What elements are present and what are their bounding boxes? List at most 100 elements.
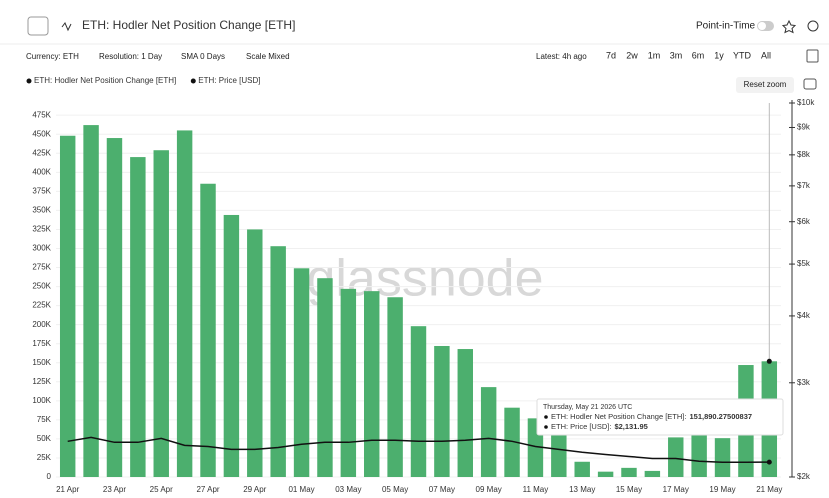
y-tick-label: 175K <box>32 339 51 348</box>
y-tick-label: 375K <box>32 186 51 195</box>
y-tick-label: 275K <box>32 263 51 272</box>
x-tick-label: 21 Apr <box>56 485 79 494</box>
star-button[interactable] <box>781 19 797 34</box>
bar <box>83 125 99 478</box>
x-tick-label: 13 May <box>569 485 595 494</box>
bar <box>714 438 731 477</box>
page-title: ETH: Hodler Net Position Change [ETH] <box>82 18 295 32</box>
y-tick-label: 300K <box>32 244 51 253</box>
range-button[interactable]: YTD <box>733 50 752 60</box>
bar <box>223 214 240 477</box>
y2-tick-label: $4k <box>797 311 811 320</box>
dropdown[interactable]: Resolution: 1 Day <box>99 52 162 61</box>
reset-zoom-button[interactable] <box>736 77 794 93</box>
tooltip-name: ETH: Hodler Net Position Change [ETH]: <box>551 412 686 421</box>
reset-zoom-label: Reset zoom <box>744 80 787 89</box>
share-button[interactable] <box>807 20 819 32</box>
price-line <box>67 436 770 464</box>
range-button[interactable]: 7d <box>606 50 616 60</box>
bar <box>59 135 76 477</box>
dropdown[interactable]: Scale Mixed <box>246 52 290 61</box>
tooltip-dot <box>544 415 548 419</box>
dropdown[interactable]: SMA 0 Days <box>181 52 225 61</box>
bar <box>317 278 333 477</box>
bar <box>200 183 216 478</box>
x-tick-label: 29 Apr <box>243 485 266 494</box>
y2-tick-label: $8k <box>797 150 811 159</box>
y2-tick-label: $5k <box>797 259 811 268</box>
x-tick-label: 19 May <box>709 485 735 494</box>
x-tick-label: 07 May <box>429 485 455 494</box>
bar <box>387 297 403 477</box>
y-tick-label: 75K <box>37 415 52 424</box>
range-button[interactable]: 6m <box>692 50 705 60</box>
bar <box>247 229 263 477</box>
x-tick-label: 01 May <box>288 485 314 494</box>
chart-icon <box>61 22 72 32</box>
x-tick-label: 03 May <box>335 485 361 494</box>
x-tick-label: 05 May <box>382 485 408 494</box>
x-tick-label: 17 May <box>663 485 689 494</box>
y2-tick-label: $10k <box>797 98 815 107</box>
bar <box>504 407 520 477</box>
bar <box>597 471 614 477</box>
dropdown[interactable]: Currency: ETH <box>26 52 79 61</box>
y-tick-label: 325K <box>32 225 51 234</box>
range-button[interactable]: 2w <box>626 50 638 60</box>
y-tick-label: 25K <box>37 453 52 462</box>
legend-marker <box>190 78 196 84</box>
range-button[interactable]: 1y <box>714 50 724 60</box>
y-tick-label: 125K <box>32 377 51 386</box>
x-tick-label: 21 May <box>756 485 782 494</box>
y-tick-label: 250K <box>32 282 51 291</box>
latest-label: Latest: 4h ago <box>536 52 587 61</box>
y-tick-label: 400K <box>32 167 51 176</box>
legend-label: ETH: Price [USD] <box>198 76 260 85</box>
y2-tick-label: $2k <box>797 472 811 481</box>
y-tick-label: 475K <box>32 110 51 119</box>
tooltip-title: Thursday, May 21 2026 UTC <box>543 404 632 411</box>
legend-marker <box>26 78 32 84</box>
bar <box>176 130 193 478</box>
y2-tick-label: $6k <box>797 217 811 226</box>
bar <box>340 288 357 477</box>
tooltip-dot <box>544 425 548 429</box>
bar <box>457 349 473 477</box>
x-tick-label: 25 Apr <box>150 485 173 494</box>
y2-tick-label: $7k <box>797 181 811 190</box>
sidebar-toggle[interactable] <box>27 16 49 36</box>
range-button[interactable]: 3m <box>670 50 683 60</box>
tooltip-value: 151,890.27500837 <box>689 412 752 421</box>
y-tick-label: 225K <box>32 301 51 310</box>
range-button[interactable]: 1m <box>648 50 661 60</box>
x-tick-label: 15 May <box>616 485 642 494</box>
bar <box>130 157 146 477</box>
bar <box>434 345 450 477</box>
y-tick-label: 200K <box>32 320 51 329</box>
range-button[interactable]: All <box>761 50 771 60</box>
hover-dot <box>766 358 772 364</box>
bar <box>644 470 661 477</box>
calendar-button[interactable] <box>806 49 819 63</box>
tooltip-value: $2,131.95 <box>614 422 647 431</box>
camera-button[interactable] <box>803 78 817 90</box>
bar <box>364 291 380 477</box>
bar <box>574 461 590 477</box>
bar <box>668 437 684 477</box>
toggle-knob <box>758 22 766 30</box>
y-tick-label: 50K <box>37 434 52 443</box>
bar <box>106 138 123 477</box>
y2-tick-label: $3k <box>797 378 811 387</box>
legend-label: ETH: Hodler Net Position Change [ETH] <box>34 76 176 85</box>
y-tick-label: 150K <box>32 358 51 367</box>
x-tick-label: 09 May <box>476 485 502 494</box>
y2-tick-label: $9k <box>797 123 811 132</box>
y-tick-label: 350K <box>32 206 51 215</box>
bar <box>551 432 567 477</box>
bar <box>153 150 169 477</box>
tooltip-name: ETH: Price [USD]: <box>551 422 611 431</box>
bar <box>621 467 637 477</box>
bar <box>480 387 497 477</box>
